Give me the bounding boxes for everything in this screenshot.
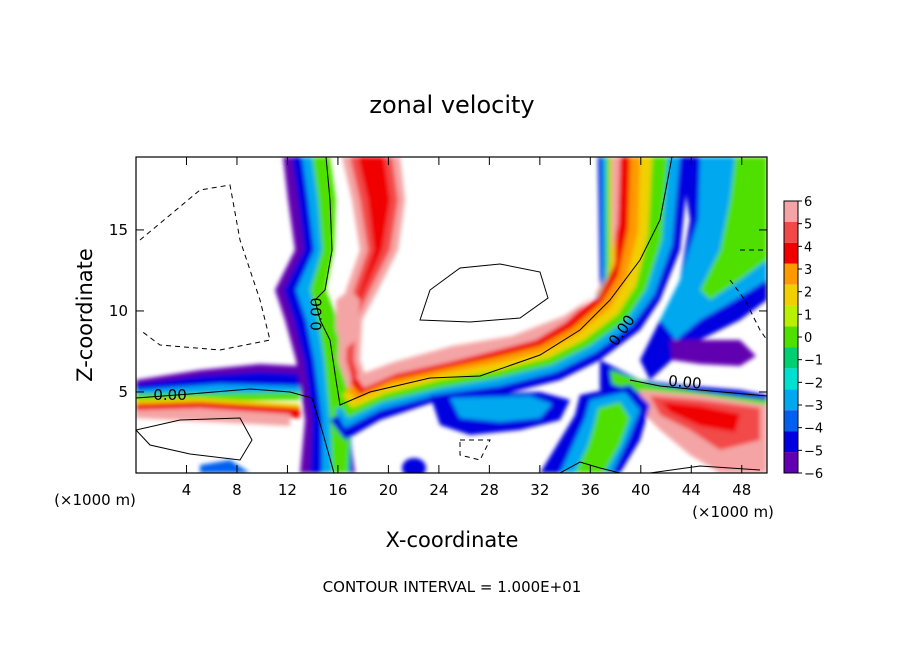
colorbar-swatch (784, 221, 798, 243)
x-tick-label: 16 (328, 481, 347, 499)
colorbar-label: 4 (804, 240, 812, 255)
x-tick-label: 12 (278, 481, 297, 499)
colorbar-swatch (784, 201, 798, 222)
contour-lines (136, 157, 767, 473)
colorbar-swatch (784, 452, 798, 473)
y-axis: 5 10 15 (109, 221, 767, 401)
x-tick-label: 8 (232, 481, 242, 499)
x-tick-label: 4 (182, 481, 192, 499)
colorbar-label: 3 (804, 263, 812, 278)
colorbar-label: 6 (804, 195, 812, 210)
y-tick-label: 10 (109, 302, 128, 320)
x-tick-label: 32 (530, 481, 549, 499)
colorbar-swatch (784, 368, 798, 390)
y-tick-label: 5 (118, 383, 128, 401)
colorbar-label: −3 (804, 399, 823, 414)
colorbar-swatch (784, 263, 798, 285)
colorbar-label: −5 (804, 444, 823, 459)
x-unit-right: (×1000 m) (692, 503, 774, 521)
velocity-field (136, 157, 767, 473)
colorbar-label: −6 (804, 467, 823, 482)
colorbar-swatch (784, 410, 798, 432)
colorbar-swatch (784, 347, 798, 369)
colorbar-swatch (784, 389, 798, 411)
colorbar-swatch (784, 326, 798, 348)
contour-label: 0.00 (153, 386, 186, 404)
x-tick-label: 48 (732, 481, 751, 499)
colorbar-label: 0 (804, 331, 812, 346)
colorbar-label: −1 (804, 354, 823, 369)
plot-frame (135, 156, 768, 474)
contour-label: 0.00 (307, 297, 325, 330)
chart-title: zonal velocity (369, 91, 534, 119)
x-tick-label: 36 (581, 481, 600, 499)
y-tick-label: 15 (109, 221, 128, 239)
colorbar-swatch (784, 242, 798, 264)
x-tick-label: 24 (429, 481, 448, 499)
dashed-contours (139, 184, 767, 461)
colorbar-label: 2 (804, 286, 812, 301)
colorbar-label: −2 (804, 376, 823, 391)
x-tick-label: 44 (682, 481, 701, 499)
contour-interval-footer: CONTOUR INTERVAL = 1.000E+01 (323, 578, 582, 596)
x-tick-label: 28 (480, 481, 499, 499)
contour-label: 0.00 (668, 372, 703, 393)
x-axis-label: X-coordinate (386, 528, 519, 552)
colorbar-label: −4 (804, 422, 823, 437)
x-unit-left: (×1000 m) (54, 491, 136, 509)
colorbar: 6 5 4 3 2 1 0 −1 −2 −3 −4 −5 −6 (783, 195, 823, 482)
x-tick-label: 40 (631, 481, 650, 499)
colorbar-swatch (784, 284, 798, 306)
colorbar-swatch (784, 431, 798, 453)
y-axis-label: Z-coordinate (73, 248, 97, 382)
colorbar-label: 5 (804, 218, 812, 233)
x-axis: 4 8 12 16 20 24 28 32 36 40 44 48 (182, 157, 751, 499)
x-tick-label: 20 (379, 481, 398, 499)
colorbar-label: 1 (804, 308, 812, 323)
colorbar-swatch (784, 305, 798, 327)
